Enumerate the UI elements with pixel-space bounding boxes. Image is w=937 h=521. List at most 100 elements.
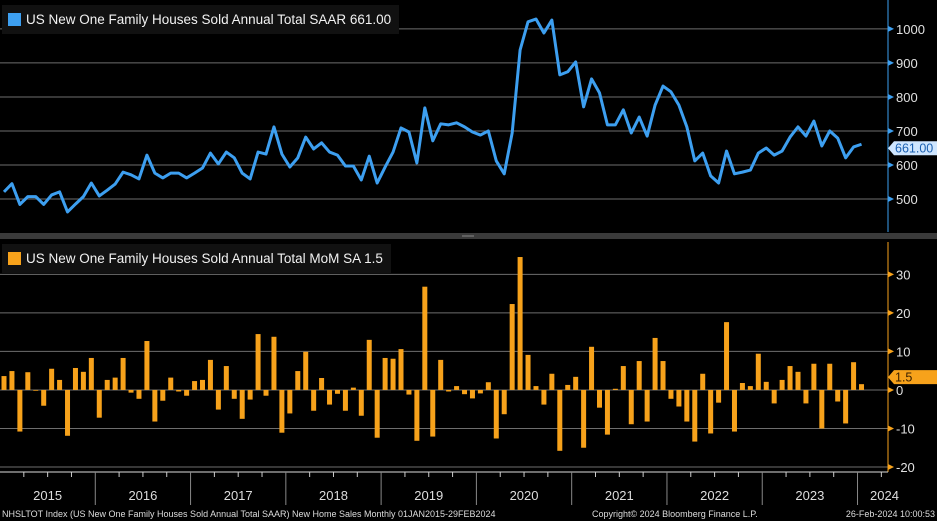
bar [287,389,293,414]
bar [263,389,269,396]
x-tick-label: 2023 [795,488,825,503]
y-tick-label: -20 [896,460,915,475]
bar [708,389,714,434]
x-tick-label: 2018 [319,488,348,503]
bar [96,389,102,418]
bar [549,373,555,390]
legend-top-label: US New One Family Houses Sold Annual Tot… [26,12,392,27]
bar [438,359,444,390]
bar [303,351,309,390]
bar [660,361,666,390]
bar [469,389,475,399]
bar [795,371,801,390]
bar [700,373,706,390]
legend-bottom-label: US New One Family Houses Sold Annual Tot… [26,251,383,266]
bar [509,304,515,390]
last-value-label: 1.5 [895,371,912,385]
bar [477,389,483,394]
bar [541,389,547,405]
bar [152,389,158,422]
tick-marker [888,59,894,66]
x-tick-label: 2016 [128,488,158,503]
bar [57,379,63,390]
tick-marker [888,271,894,278]
bar [65,389,71,436]
bar [525,354,531,390]
footer-copyright: Copyright© 2024 Bloomberg Finance L.P. [592,509,758,519]
bar [779,379,785,390]
x-tick-label: 2017 [223,488,253,503]
bar [628,389,634,425]
bar [128,389,134,393]
x-tick-label: 2020 [509,488,539,503]
series-line [2,17,863,214]
y-tick-label: -10 [896,421,915,436]
bar [295,371,301,390]
y-tick-label: 800 [896,90,918,105]
y-tick-label: 1000 [896,22,925,37]
x-tick-label: 2022 [700,488,730,503]
bar [454,386,460,390]
bar [446,389,452,392]
bar [350,387,356,390]
y-tick-label: 600 [896,158,918,173]
bar [231,389,237,399]
y-tick-label: 500 [896,192,918,207]
legend-bottom[interactable]: US New One Family Houses Sold Annual Tot… [2,244,391,273]
bar [104,379,110,390]
bar [25,372,31,390]
bar [644,389,650,422]
bar [835,389,841,402]
bar [493,389,499,439]
legend-top[interactable]: US New One Family Houses Sold Annual Tot… [2,5,400,34]
bar [851,362,857,390]
bar [517,257,523,390]
bar [311,389,317,411]
bar [80,371,86,390]
bar [120,357,126,390]
bar [176,389,182,392]
bar [724,322,730,390]
bar [406,389,412,395]
footer-source: NHSLTOT Index (US New One Family Houses … [2,509,496,519]
bar [859,384,865,390]
bar [731,389,737,432]
bar [200,379,205,390]
last-value-tag [888,141,937,156]
bar [684,389,690,422]
bar [739,383,745,390]
bar [581,389,587,448]
bar [843,389,849,424]
bar [382,357,388,390]
tick-marker [888,93,894,100]
tick-marker [888,196,894,203]
bar [589,346,595,390]
y-tick-label: 700 [896,124,918,139]
x-tick-label: 2019 [414,488,444,503]
bar [374,389,380,438]
bar [342,389,348,411]
last-value-tag [888,370,937,385]
legend-swatch-orange [8,252,21,265]
bar [604,389,610,435]
bar [612,388,618,390]
y-tick-label: 900 [896,56,918,71]
bar [72,367,78,390]
bar [239,389,245,419]
y-tick-label: 10 [896,344,910,359]
tick-marker [888,463,894,470]
bar [747,386,753,390]
tick-marker [888,25,894,32]
bar [755,353,761,390]
bar [223,366,229,390]
tick-marker [888,127,894,134]
bar [533,386,539,390]
bar [17,389,23,432]
legend-swatch-blue [8,13,21,26]
bar [192,381,198,390]
x-tick-label: 2015 [33,488,63,503]
bar [414,389,420,441]
y-tick-label: 0 [896,383,903,398]
bar [144,341,150,390]
